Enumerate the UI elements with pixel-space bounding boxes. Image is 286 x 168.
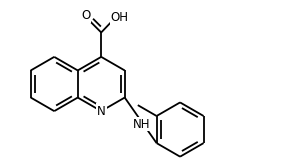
Text: N: N bbox=[97, 105, 106, 118]
Text: NH: NH bbox=[133, 118, 151, 131]
Text: OH: OH bbox=[111, 11, 129, 24]
Text: O: O bbox=[81, 9, 90, 22]
